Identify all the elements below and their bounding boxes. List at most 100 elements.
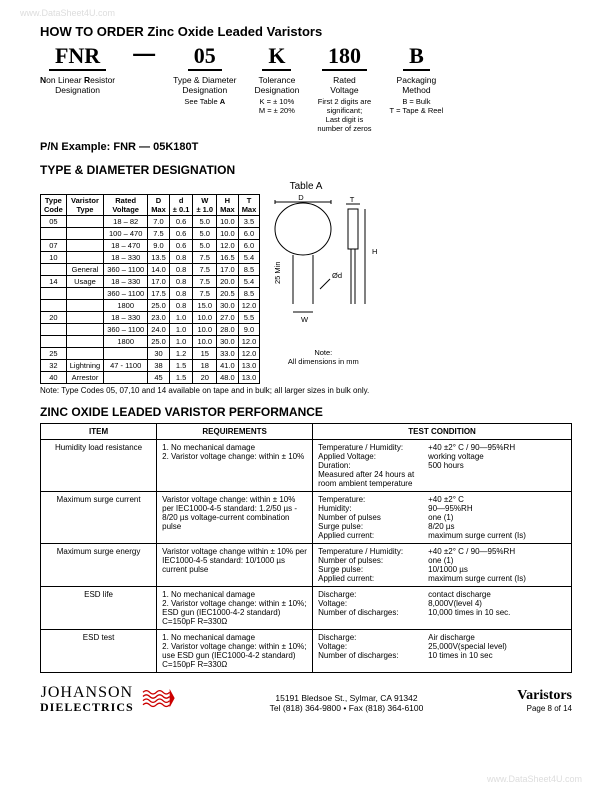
table-cell	[41, 300, 67, 312]
table-cell: 7.5	[193, 252, 217, 264]
perf-req: 1. No mechanical damage2. Varistor volta…	[157, 630, 313, 673]
table-cell: 20	[193, 372, 217, 384]
table-cell: 8.5	[238, 288, 260, 300]
svg-text:25 Min: 25 Min	[273, 262, 282, 285]
table-cell: 6.0	[238, 228, 260, 240]
company-sub: DIELECTRICS	[40, 701, 134, 713]
page-title: HOW TO ORDER Zinc Oxide Leaded Varistors	[40, 24, 572, 39]
table-cell: 23.0	[148, 312, 170, 324]
table-cell	[66, 336, 103, 348]
table-header: DMax	[148, 195, 170, 216]
table-cell: 05	[41, 216, 67, 228]
table-cell: Arrestor	[66, 372, 103, 384]
footer-title: Varistors	[517, 688, 572, 704]
perf-cond: Temperature / Humidity:+40 ±2° C / 90—95…	[313, 440, 572, 492]
table-cell: 18 – 470	[104, 240, 148, 252]
table-cell: 27.0	[217, 312, 239, 324]
order-sub: First 2 digits aresignificant;Last digit…	[317, 97, 371, 133]
table-cell: 20.0	[217, 276, 239, 288]
table-cell	[41, 228, 67, 240]
table-cell	[66, 324, 103, 336]
table-cell: 360 – 1100	[104, 288, 148, 300]
table-cell	[66, 228, 103, 240]
table-cell	[104, 348, 148, 360]
table-cell: 0.6	[169, 228, 193, 240]
footer-addr2: Tel (818) 364-9800 • Fax (818) 364-6100	[270, 703, 424, 713]
order-code-k: K	[262, 43, 291, 71]
table-cell: 18 – 330	[104, 252, 148, 264]
table-header: ITEM	[41, 424, 157, 440]
order-label: Type & DiameterDesignation	[173, 75, 236, 95]
perf-cond: Discharge:Air dischargeVoltage:25,000V(s…	[313, 630, 572, 673]
table-cell: 25.0	[148, 300, 170, 312]
table-cell: 12.0	[238, 348, 260, 360]
order-label: RatedVoltage	[317, 75, 371, 95]
pn-example: P/N Example: FNR — 05K180T	[40, 141, 572, 153]
table-cell: 45	[148, 372, 170, 384]
table-cell: 18 – 330	[104, 276, 148, 288]
table-cell: 7.5	[148, 228, 170, 240]
table-cell: 10	[41, 252, 67, 264]
table-cell: 12.0	[238, 300, 260, 312]
order-label: PackagingMethod	[390, 75, 444, 95]
table-cell: 360 – 1100	[104, 324, 148, 336]
perf-item: ESD life	[41, 587, 157, 630]
table-cell: 5.0	[193, 228, 217, 240]
performance-table: ITEMREQUIREMENTSTEST CONDITIONHumidity l…	[40, 423, 572, 673]
table-cell: 30.0	[217, 336, 239, 348]
table-cell: 9.0	[148, 240, 170, 252]
table-cell: 1.0	[169, 336, 193, 348]
table-cell: 0.6	[169, 240, 193, 252]
table-cell: 9.0	[238, 324, 260, 336]
perf-req: Varistor voltage change: within ± 10% pe…	[157, 492, 313, 544]
table-cell: 5.4	[238, 252, 260, 264]
table-a-note: Note: Type Codes 05, 07,10 and 14 availa…	[40, 386, 572, 395]
perf-item: ESD test	[41, 630, 157, 673]
table-a: TypeCodeVaristorTypeRatedVoltageDMaxd± 0…	[40, 194, 260, 384]
table-cell: 18 – 330	[104, 312, 148, 324]
svg-text:W: W	[301, 315, 309, 324]
table-cell	[66, 240, 103, 252]
table-header: W± 1.0	[193, 195, 217, 216]
table-header: REQUIREMENTS	[157, 424, 313, 440]
table-cell: 28.0	[217, 324, 239, 336]
page-footer: JOHANSON DIELECTRICS 15191 Bledsoe St., …	[40, 685, 572, 713]
ordering-code-row: FNR Non Linear ResistorDesignation — 05 …	[40, 43, 572, 133]
table-cell: 25.0	[148, 336, 170, 348]
table-header: VaristorType	[66, 195, 103, 216]
table-cell: 14	[41, 276, 67, 288]
section-header-typediam: TYPE & DIAMETER DESIGNATION	[40, 163, 572, 177]
table-a-label: Table A	[40, 181, 572, 192]
table-cell	[66, 312, 103, 324]
table-cell	[66, 348, 103, 360]
table-cell: 0.8	[169, 264, 193, 276]
table-cell	[66, 288, 103, 300]
table-cell: 18	[193, 360, 217, 372]
table-cell: 0.8	[169, 300, 193, 312]
table-cell: 5.0	[193, 240, 217, 252]
table-cell: 5.0	[193, 216, 217, 228]
table-cell: 17.0	[148, 276, 170, 288]
table-cell: 5.5	[238, 312, 260, 324]
svg-text:D: D	[299, 194, 305, 202]
table-cell	[41, 324, 67, 336]
order-sub: See Table A	[173, 97, 236, 106]
perf-req: 1. No mechanical damage2. Varistor volta…	[157, 587, 313, 630]
table-cell: 7.0	[148, 216, 170, 228]
table-cell: 0.8	[169, 288, 193, 300]
table-cell	[66, 216, 103, 228]
table-cell: 20	[41, 312, 67, 324]
table-cell	[41, 288, 67, 300]
table-cell: 8.5	[238, 264, 260, 276]
table-cell: 1800	[104, 300, 148, 312]
order-code-fnr: FNR	[49, 43, 106, 71]
table-cell: 48.0	[217, 372, 239, 384]
table-cell: 16.5	[217, 252, 239, 264]
table-cell	[104, 372, 148, 384]
table-cell: 32	[41, 360, 67, 372]
svg-text:T: T	[350, 195, 355, 204]
order-code-b: B	[403, 43, 430, 71]
order-code-180: 180	[322, 43, 367, 71]
table-cell: 1.0	[169, 312, 193, 324]
order-label: Non Linear ResistorDesignation	[40, 75, 115, 95]
